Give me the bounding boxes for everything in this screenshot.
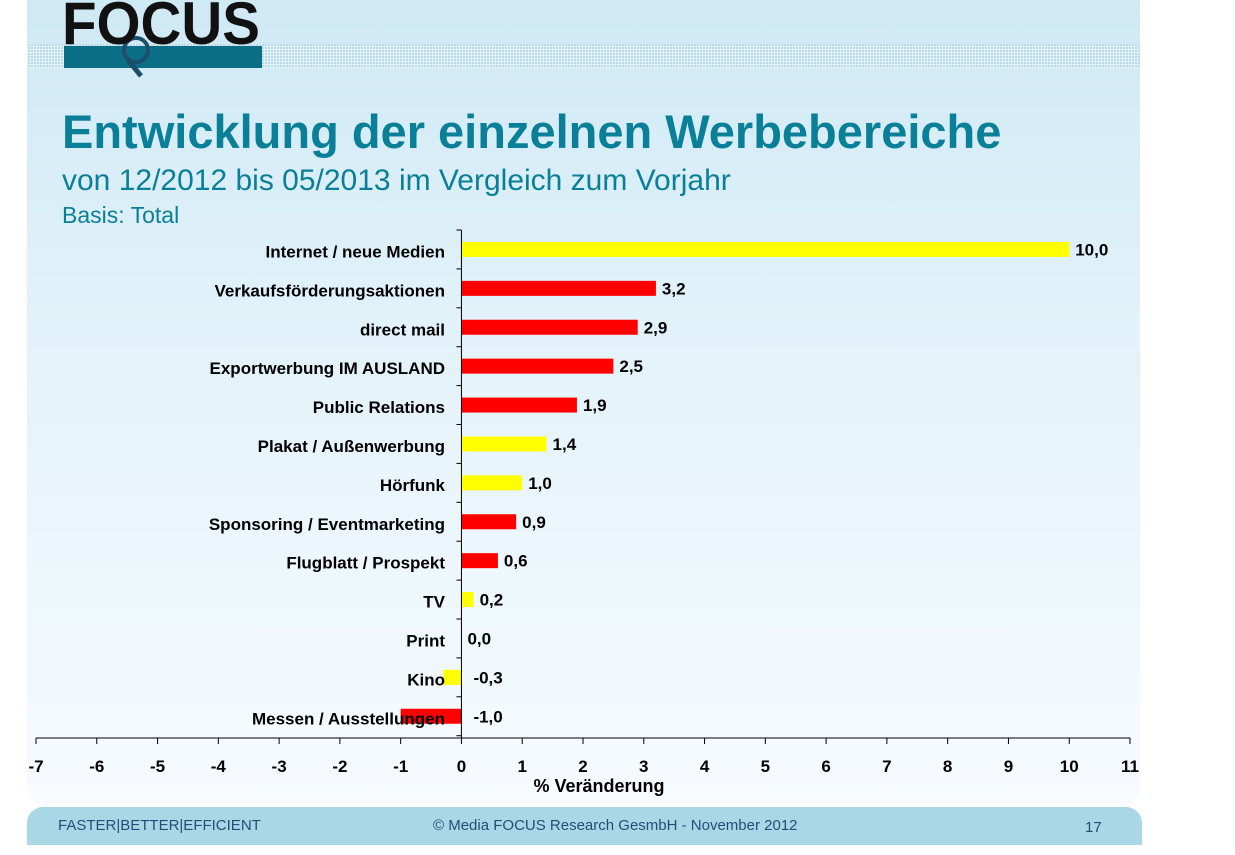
page-number: 17 [1085, 819, 1102, 836]
data-label: 2,5 [619, 357, 643, 376]
data-label: 0,0 [467, 629, 491, 648]
bar [461, 241, 1070, 257]
page-subtitle: von 12/2012 bis 05/2013 im Vergleich zum… [62, 164, 731, 197]
data-label: -1,0 [473, 707, 502, 726]
category-label: Internet / neue Medien [266, 242, 445, 261]
x-tick-label: 6 [821, 757, 830, 776]
data-label: 0,9 [522, 513, 546, 532]
focus-logo: FOCUS [62, 0, 262, 80]
x-tick-label: -6 [89, 757, 104, 776]
x-tick-label: -2 [332, 757, 347, 776]
page-title: Entwicklung der einzelnen Werbebereiche [62, 105, 1002, 158]
x-tick-label: 3 [639, 757, 648, 776]
x-tick-label: -5 [150, 757, 165, 776]
x-tick-label: 4 [700, 757, 710, 776]
bar [461, 514, 517, 530]
x-tick-label: 7 [882, 757, 891, 776]
data-label: 1,9 [583, 396, 607, 415]
x-tick-label: 1 [517, 757, 526, 776]
category-label: Exportwerbung IM AUSLAND [210, 359, 445, 378]
x-tick-label: -1 [393, 757, 408, 776]
category-label: direct mail [360, 320, 445, 339]
category-label: Flugblatt / Prospekt [286, 554, 445, 573]
data-label: 0,6 [504, 552, 528, 571]
footer-slogan: FASTER|BETTER|EFFICIENT [58, 817, 261, 834]
bar [461, 475, 523, 491]
x-axis-title: % Veränderung [533, 776, 664, 796]
data-label: -0,3 [473, 668, 502, 687]
data-label: 1,4 [553, 435, 577, 454]
x-tick-label: -4 [211, 757, 227, 776]
bar [461, 553, 498, 569]
x-tick-label: -7 [28, 757, 43, 776]
data-label: 1,0 [528, 474, 552, 493]
bar [461, 592, 474, 608]
category-label: Sponsoring / Eventmarketing [209, 515, 445, 534]
x-tick-label: 9 [1004, 757, 1013, 776]
x-tick-label: 2 [578, 757, 587, 776]
bar [461, 358, 614, 374]
data-label: 0,2 [480, 591, 504, 610]
bar [400, 708, 462, 724]
footer-copyright: © Media FOCUS Research GesmbH - November… [433, 817, 798, 834]
footer-bar: FASTER|BETTER|EFFICIENT © Media FOCUS Re… [27, 807, 1142, 845]
x-tick-label: 11 [1121, 757, 1139, 776]
x-tick-label: 0 [457, 757, 466, 776]
data-label: 10,0 [1075, 240, 1108, 259]
x-tick-label: 8 [943, 757, 952, 776]
bar [443, 669, 462, 685]
slide-background [27, 0, 1140, 805]
category-label: Public Relations [313, 398, 445, 417]
bar [461, 280, 656, 296]
bar [461, 319, 638, 335]
x-tick-label: 5 [761, 757, 770, 776]
logo-text: FOCUS [62, 0, 260, 57]
bar [461, 397, 577, 413]
category-label: Print [406, 631, 445, 650]
category-label: Kino [407, 670, 445, 689]
category-label: TV [423, 593, 445, 612]
bar [461, 436, 547, 452]
category-label: Messen / Ausstellungen [252, 709, 445, 728]
data-label: 3,2 [662, 279, 686, 298]
x-tick-label: -3 [272, 757, 287, 776]
data-label: 2,9 [644, 318, 668, 337]
x-tick-label: 10 [1060, 757, 1079, 776]
basis-label: Basis: Total [62, 202, 180, 228]
category-label: Hörfunk [380, 476, 446, 495]
category-label: Verkaufsförderungsaktionen [214, 281, 445, 300]
category-label: Plakat / Außenwerbung [258, 437, 445, 456]
